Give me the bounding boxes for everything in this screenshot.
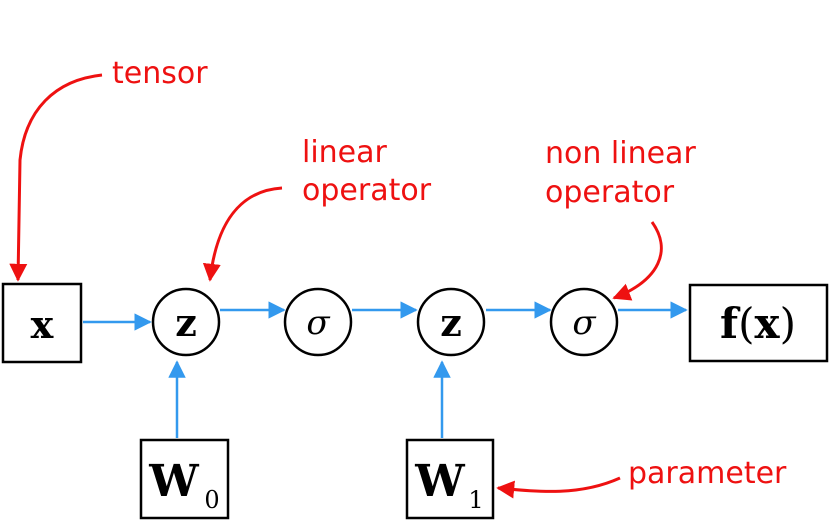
node-nonlinear-sigma1: σ: [283, 287, 353, 357]
node-param-w0: W 0: [139, 438, 230, 520]
annotation-nonlinear-line1: non linear: [545, 136, 696, 171]
flow-arrows: [83, 301, 688, 438]
linear-operator-pointer-arrow: [202, 186, 283, 282]
output-lparen: (: [738, 299, 754, 348]
node-input-label: x: [31, 302, 54, 347]
tensor-pointer-arrow: [9, 73, 103, 282]
annotation-linear-line1: linear: [302, 135, 388, 170]
annotation-linear-line2: operator: [302, 173, 432, 208]
node-input-x: x: [1, 282, 83, 364]
nonlinear-operator-pointer-arrow: [612, 221, 663, 301]
output-rparen: ): [780, 299, 796, 348]
annotation-parameter: parameter: [628, 456, 787, 491]
annotation-arrows: [9, 73, 663, 499]
node-linear-1-label: z: [175, 300, 197, 345]
node-output-label: f(x): [720, 299, 796, 348]
output-x: x: [755, 299, 781, 348]
parameter-pointer-arrow: [496, 476, 621, 499]
node-linear-z2: z: [416, 287, 486, 357]
node-nonlinear-sigma2: σ: [549, 287, 619, 357]
node-param-w1: W 1: [405, 438, 495, 520]
param-w0-base: W: [148, 456, 199, 507]
node-nonlinear-1-label: σ: [306, 303, 330, 343]
output-f: f: [720, 299, 741, 348]
annotation-nonlinear-line2: operator: [545, 175, 675, 210]
param-w0-subscript: 0: [204, 486, 219, 514]
node-linear-z1: z: [151, 287, 221, 357]
node-output-fx: f(x): [688, 283, 829, 363]
param-w1-base: W: [414, 456, 465, 507]
node-nonlinear-2-label: σ: [572, 303, 596, 343]
annotation-tensor: tensor: [112, 56, 208, 91]
param-w1-subscript: 1: [468, 486, 483, 514]
node-linear-2-label: z: [440, 300, 462, 345]
